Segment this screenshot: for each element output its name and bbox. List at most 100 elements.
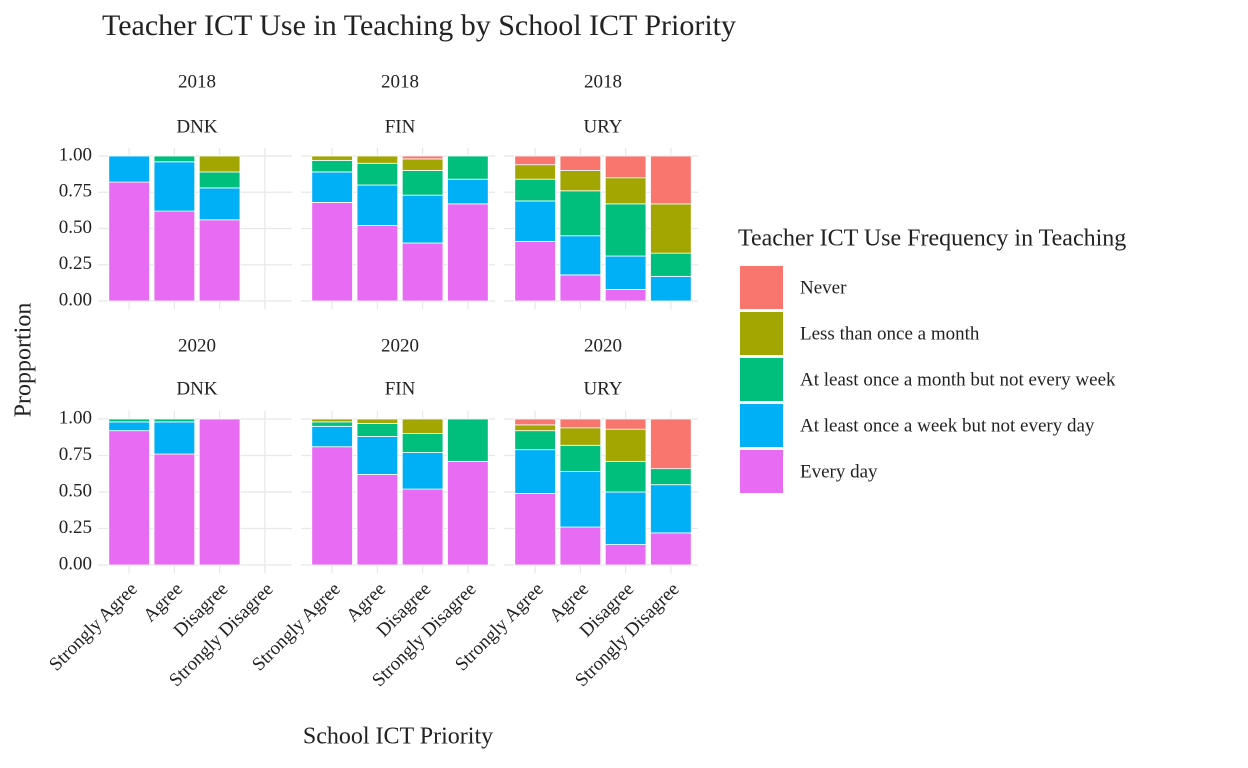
legend-label: Less than once a month — [800, 323, 980, 344]
bar-segment — [604, 203, 647, 257]
bar-segment — [559, 190, 602, 237]
bar-segment — [650, 532, 692, 566]
bar-segment — [356, 225, 399, 302]
y-tick-label: 0.25 — [59, 517, 92, 538]
bar-segment — [514, 164, 556, 180]
bar-segment — [447, 418, 489, 462]
bar-segment — [514, 424, 556, 432]
bar-segment — [604, 544, 647, 566]
bar-segment — [514, 449, 556, 494]
bar-segment — [447, 178, 489, 205]
bar-segment — [559, 526, 602, 566]
facet-country: URY — [583, 116, 622, 137]
bar-segment — [559, 444, 602, 472]
bar-segment — [198, 418, 241, 566]
bar-segment — [198, 219, 241, 302]
bar-segment — [153, 155, 196, 163]
bar-segment — [447, 155, 489, 180]
x-axis-title: School ICT Priority — [303, 724, 493, 750]
bar-segment — [356, 436, 399, 475]
x-tick-label: Strongly Agree — [45, 579, 142, 676]
bar-segment — [153, 453, 196, 566]
bar-segment — [311, 201, 353, 302]
bar-segment — [108, 430, 150, 566]
legend-label: At least once a week but not every day — [800, 415, 1095, 436]
facet-country: FIN — [385, 378, 416, 399]
bar-segment — [311, 425, 353, 448]
bar-segment — [401, 433, 444, 453]
bar-segment — [401, 488, 444, 566]
y-tick-label: 0.50 — [59, 480, 92, 501]
bar-segment — [356, 155, 399, 164]
facet-year: 2018 — [381, 71, 419, 92]
bar-segment — [311, 421, 353, 427]
bar-segment — [514, 155, 556, 166]
bar-segment — [604, 288, 647, 302]
facet-country: URY — [583, 378, 622, 399]
bar-segment — [198, 155, 241, 173]
y-tick-label: 1.00 — [59, 144, 92, 165]
bar-segment — [650, 468, 692, 486]
bar-segment — [559, 418, 602, 429]
bar-segment — [356, 422, 399, 437]
bar-segment — [153, 421, 196, 455]
legend-label: Every day — [800, 461, 878, 482]
bar-segment — [108, 421, 150, 432]
bar-segment — [311, 418, 353, 423]
bar-segment — [514, 418, 556, 426]
bar-segment — [401, 418, 444, 435]
bar-segment — [356, 474, 399, 566]
y-tick-label: 0.00 — [59, 289, 92, 310]
bar-segment — [447, 460, 489, 566]
bar-segment — [401, 170, 444, 196]
bar-segment — [650, 203, 692, 254]
legend-key — [740, 358, 783, 401]
facet-year: 2018 — [584, 71, 622, 92]
y-tick-label: 1.00 — [59, 407, 92, 428]
bar-segment — [559, 471, 602, 528]
bar-segment — [559, 170, 602, 192]
bar-segment — [356, 418, 399, 424]
bar-segment — [108, 181, 150, 302]
bar-segment — [604, 428, 647, 462]
y-tick-label: 0.25 — [59, 253, 92, 274]
bar-segment — [514, 493, 556, 566]
bar-segment — [514, 241, 556, 302]
bar-segment — [198, 171, 241, 189]
facet-country: DNK — [176, 116, 217, 137]
bar-segment — [401, 452, 444, 490]
facet-year: 2020 — [381, 335, 419, 356]
bar-segment — [514, 200, 556, 242]
bar-segment — [153, 210, 196, 302]
bar-segment — [108, 418, 150, 423]
bar-segment — [311, 446, 353, 566]
bar-segment — [401, 155, 444, 160]
bar-segment — [604, 460, 647, 493]
y-tick-label: 0.50 — [59, 217, 92, 238]
y-tick-label: 0.75 — [59, 444, 92, 465]
bar-segment — [401, 158, 444, 171]
bar-segment — [401, 242, 444, 302]
bar-segment — [650, 484, 692, 534]
bar-segment — [153, 418, 196, 423]
chart-title: Teacher ICT Use in Teaching by School IC… — [102, 9, 736, 42]
bar-segment — [559, 235, 602, 276]
bar-segment — [559, 155, 602, 171]
bar-segment — [356, 162, 399, 186]
bar-segment — [559, 427, 602, 446]
legend-label: At least once a month but not every week — [800, 369, 1116, 390]
legend-title: Teacher ICT Use Frequency in Teaching — [738, 226, 1126, 252]
facet-country: FIN — [385, 116, 416, 137]
bar-segment — [604, 491, 647, 545]
facet-year: 2020 — [178, 335, 216, 356]
bar-segment — [604, 155, 647, 179]
bar-segment — [401, 194, 444, 244]
facet-year: 2020 — [584, 335, 622, 356]
y-axis-title: Propportion — [11, 303, 37, 418]
facet-year: 2018 — [178, 71, 216, 92]
bar-segment — [311, 155, 353, 161]
y-tick-label: 0.75 — [59, 181, 92, 202]
bar-segment — [604, 177, 647, 205]
bar-segment — [650, 252, 692, 277]
